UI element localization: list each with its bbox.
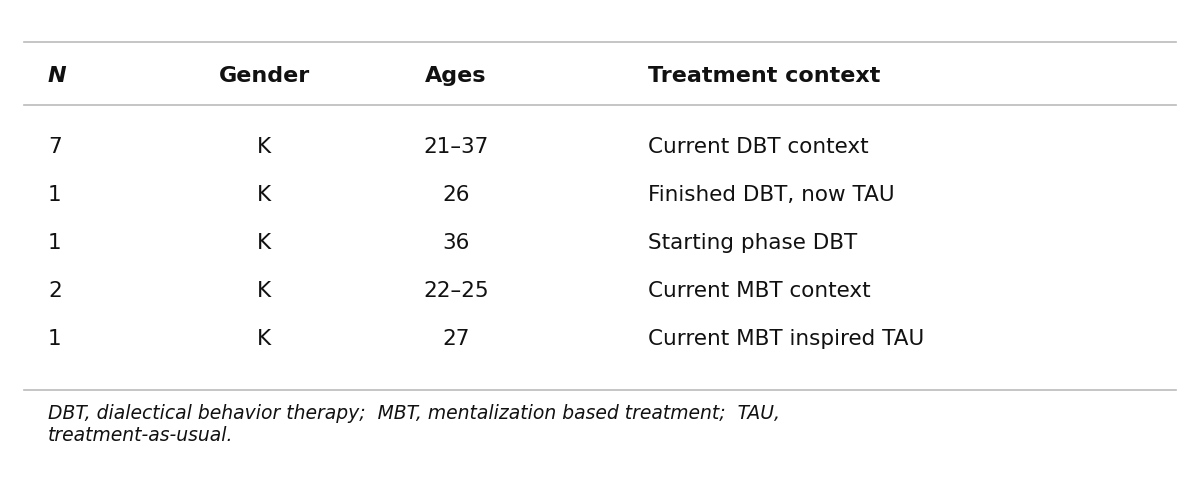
- Text: Gender: Gender: [218, 66, 310, 86]
- Text: 27: 27: [443, 329, 469, 349]
- Text: 1: 1: [48, 329, 61, 349]
- Text: 2: 2: [48, 281, 61, 301]
- Text: K: K: [257, 137, 271, 157]
- Text: Ages: Ages: [425, 66, 487, 86]
- Text: 1: 1: [48, 185, 61, 205]
- Text: Starting phase DBT: Starting phase DBT: [648, 233, 857, 253]
- Text: Current DBT context: Current DBT context: [648, 137, 869, 157]
- Text: K: K: [257, 185, 271, 205]
- Text: K: K: [257, 281, 271, 301]
- Text: 7: 7: [48, 137, 61, 157]
- Text: 22–25: 22–25: [424, 281, 488, 301]
- Text: Finished DBT, now TAU: Finished DBT, now TAU: [648, 185, 895, 205]
- Text: 26: 26: [443, 185, 469, 205]
- Text: 36: 36: [443, 233, 469, 253]
- Text: DBT, dialectical behavior therapy;  MBT, mentalization based treatment;  TAU,
tr: DBT, dialectical behavior therapy; MBT, …: [48, 404, 780, 445]
- Text: Treatment context: Treatment context: [648, 66, 881, 86]
- Text: K: K: [257, 329, 271, 349]
- Text: N: N: [48, 66, 67, 86]
- Text: Current MBT inspired TAU: Current MBT inspired TAU: [648, 329, 924, 349]
- Text: Current MBT context: Current MBT context: [648, 281, 871, 301]
- Text: 1: 1: [48, 233, 61, 253]
- Text: K: K: [257, 233, 271, 253]
- Text: 21–37: 21–37: [424, 137, 488, 157]
